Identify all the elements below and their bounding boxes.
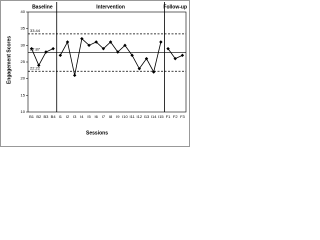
data-point: [116, 50, 120, 54]
y-axis-title: Engagement Scores: [6, 36, 12, 84]
x-tick-label: I15: [158, 114, 164, 119]
data-point: [37, 63, 41, 68]
data-point: [80, 36, 84, 41]
y-tick-label: 15: [21, 92, 26, 97]
chart: Sessions Engagement Scores 10 15 20 25 30 35 4…: [0, 0, 190, 147]
x-tick-label: I14: [151, 114, 157, 119]
y-tick-label: 25: [21, 59, 26, 64]
reference-label: 27.87: [30, 46, 41, 51]
x-tick-label: I10: [122, 114, 128, 119]
x-tick-label: I8: [109, 114, 113, 119]
x-tick-label: I9: [116, 114, 120, 119]
data-point: [151, 70, 156, 74]
data-point: [101, 46, 106, 51]
y-tick-label: 20: [21, 76, 26, 81]
data-point: [130, 53, 134, 58]
x-tick-label: I11: [130, 114, 136, 119]
x-tick-label: I13: [144, 114, 150, 119]
x-tick-label: I7: [102, 114, 106, 119]
x-tick-label: B3: [44, 114, 50, 119]
x-tick-label: I12: [137, 114, 143, 119]
x-tick-label: I1: [59, 114, 63, 119]
data-point: [44, 50, 48, 54]
y-tick-label: 40: [21, 9, 26, 14]
data-point: [123, 43, 127, 48]
data-point: [51, 46, 55, 51]
y-tick-label: 10: [21, 109, 26, 114]
data-point: [72, 73, 77, 78]
data-line: [31, 48, 54, 67]
data-point: [180, 53, 185, 58]
data-point: [159, 40, 163, 44]
x-tick-label: I2: [66, 114, 70, 119]
x-tick-label: B2: [36, 114, 42, 119]
phase-label: Baseline: [32, 4, 53, 10]
data-point: [108, 40, 113, 44]
x-axis-title: Sessions: [86, 130, 108, 136]
reference-label: 22.22: [30, 65, 41, 70]
y-tick-label: 30: [21, 42, 26, 47]
x-tick-label: I4: [80, 114, 84, 119]
data-point: [144, 56, 149, 61]
data-point: [65, 40, 70, 44]
x-tick-label: F2: [173, 114, 178, 119]
data-point: [166, 46, 170, 51]
x-tick-label: F3: [180, 114, 185, 119]
phase-label: Intervention: [96, 4, 125, 10]
x-tick-label: B1: [29, 114, 35, 119]
data-point: [137, 66, 142, 71]
x-tick-label: B4: [51, 114, 57, 119]
data-point: [29, 46, 34, 51]
data-point: [94, 40, 98, 44]
x-tick-label: I6: [95, 114, 99, 119]
x-tick-label: I5: [87, 114, 91, 119]
frame: [0, 0, 190, 147]
phase-label: Follow-up: [163, 4, 187, 10]
y-tick-label: 35: [21, 26, 26, 31]
reference-label: 33.44: [30, 28, 41, 33]
data-point: [58, 53, 63, 58]
x-tick-label: I3: [73, 114, 77, 119]
x-tick-label: F1: [166, 114, 171, 119]
